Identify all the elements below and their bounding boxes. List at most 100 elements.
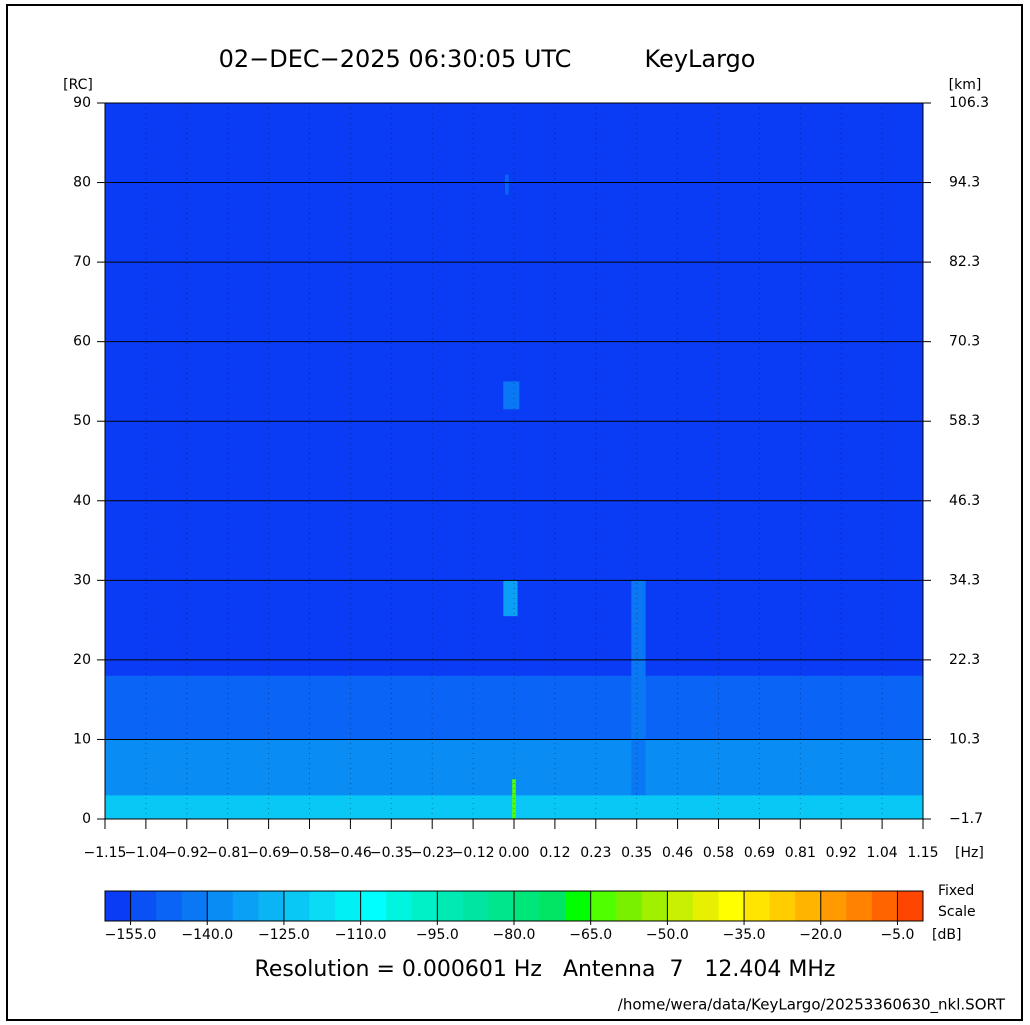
- colorbar-tick-label: −80.0: [493, 927, 536, 943]
- x-tick-label: −0.58: [288, 845, 331, 861]
- colorbar-cell: [897, 891, 924, 921]
- y-axis-label: [RC]: [63, 77, 93, 93]
- colorbar-cell: [692, 891, 719, 921]
- y2-tick-label: 22.3: [949, 652, 980, 668]
- x-tick-label: −0.69: [247, 845, 290, 861]
- colorbar-cell: [539, 891, 566, 921]
- colorbar-cell: [667, 891, 694, 921]
- x-tick-label: −0.92: [165, 845, 208, 861]
- colorbar-cell: [616, 891, 643, 921]
- y2-tick-label: 94.3: [949, 175, 980, 191]
- colorbar-cell: [181, 891, 208, 921]
- y2-tick-label: 82.3: [949, 254, 980, 270]
- colorbar-cell: [232, 891, 259, 921]
- colorbar-tick-label: −95.0: [416, 927, 459, 943]
- x-tick-label: 0.58: [703, 845, 734, 861]
- colorbar-cell: [462, 891, 489, 921]
- colorbar-cell: [590, 891, 617, 921]
- colorbar-tick-label: −125.0: [258, 927, 310, 943]
- heatmap-spot: [512, 779, 516, 819]
- y-tick-label: 30: [73, 572, 91, 588]
- colorbar-cell: [258, 891, 285, 921]
- heatmap-spot: [503, 381, 520, 410]
- colorbar-label: Scale: [938, 904, 976, 920]
- heatmap-spot: [631, 580, 646, 796]
- colorbar-cell: [130, 891, 157, 921]
- colorbar-unit: [dB]: [932, 927, 961, 943]
- colorbar-cell: [309, 891, 336, 921]
- frame: [6, 4, 1023, 1021]
- y2-tick-label: 46.3: [949, 493, 980, 509]
- x-tick-label: 0.81: [785, 845, 816, 861]
- colorbar-tick-label: −65.0: [569, 927, 612, 943]
- y-tick-label: 70: [73, 254, 91, 270]
- colorbar-tick-label: −155.0: [105, 927, 157, 943]
- colorbar-cell: [718, 891, 745, 921]
- y-tick-label: 90: [73, 95, 91, 111]
- chart-title: 02−DEC−2025 06:30:05 UTC: [219, 45, 572, 73]
- colorbar-cell: [871, 891, 898, 921]
- colorbar-tick-label: −110.0: [335, 927, 387, 943]
- colorbar-tick-label: −35.0: [723, 927, 766, 943]
- colorbar-cell: [156, 891, 183, 921]
- colorbar-cell: [386, 891, 413, 921]
- x-tick-label: 0.35: [621, 845, 652, 861]
- x-tick-label: 0.92: [826, 845, 857, 861]
- x-tick-label: 1.15: [907, 845, 938, 861]
- x-tick-label: −0.46: [329, 845, 372, 861]
- colorbar-cell: [641, 891, 668, 921]
- footer: Resolution = 0.000601 Hz Antenna 7 12.40…: [255, 957, 836, 982]
- x-tick-label: −0.81: [206, 845, 249, 861]
- y-tick-label: 0: [82, 811, 91, 827]
- x-tick-label: 1.04: [867, 845, 898, 861]
- colorbar-label: Fixed: [938, 883, 974, 899]
- x-tick-label: 0.69: [744, 845, 775, 861]
- colorbar-tick-label: −20.0: [799, 927, 842, 943]
- colorbar-cell: [335, 891, 362, 921]
- y2-axis-label: [km]: [949, 77, 982, 93]
- heatmap-band: [105, 675, 923, 740]
- colorbar-cell: [105, 891, 132, 921]
- x-tick-label: −1.04: [124, 845, 167, 861]
- colorbar-cell: [488, 891, 515, 921]
- x-axis-label: [Hz]: [955, 845, 984, 861]
- colorbar-cell: [514, 891, 541, 921]
- colorbar-tick-label: −50.0: [646, 927, 689, 943]
- y2-tick-label: 106.3: [949, 95, 989, 111]
- y-tick-label: 20: [73, 652, 91, 668]
- colorbar-cell: [820, 891, 847, 921]
- x-tick-label: −1.15: [84, 845, 127, 861]
- colorbar-cell: [769, 891, 796, 921]
- y-tick-label: 60: [73, 334, 91, 350]
- x-tick-label: −0.23: [411, 845, 454, 861]
- colorbar-tick-label: −140.0: [181, 927, 233, 943]
- x-tick-label: −0.35: [370, 845, 413, 861]
- y2-tick-label: −1.7: [949, 811, 983, 827]
- site-name: KeyLargo: [645, 45, 756, 73]
- x-tick-label: 0.12: [539, 845, 570, 861]
- y2-tick-label: 34.3: [949, 572, 980, 588]
- colorbar-cell: [411, 891, 438, 921]
- colorbar-cell: [795, 891, 822, 921]
- y-tick-label: 50: [73, 413, 91, 429]
- x-tick-label: −0.12: [452, 845, 495, 861]
- colorbar-cell: [846, 891, 873, 921]
- colorbar-cell: [360, 891, 387, 921]
- y-tick-label: 40: [73, 493, 91, 509]
- y2-tick-label: 58.3: [949, 413, 980, 429]
- y2-tick-label: 70.3: [949, 334, 980, 350]
- colorbar-frame: [104, 890, 924, 922]
- y2-tick-label: 10.3: [949, 731, 980, 747]
- x-tick-label: 0.46: [662, 845, 693, 861]
- colorbar-cell: [437, 891, 464, 921]
- file-path: /home/wera/data/KeyLargo/20253360630_nkl…: [618, 996, 1006, 1015]
- colorbar-cell: [744, 891, 771, 921]
- y-tick-label: 80: [73, 175, 91, 191]
- colorbar-cell: [207, 891, 234, 921]
- colorbar-cell: [565, 891, 592, 921]
- x-tick-label: 0.23: [580, 845, 611, 861]
- colorbar-cell: [283, 891, 310, 921]
- plot-frame: [104, 102, 924, 820]
- colorbar-tick-label: −5.0: [880, 927, 914, 943]
